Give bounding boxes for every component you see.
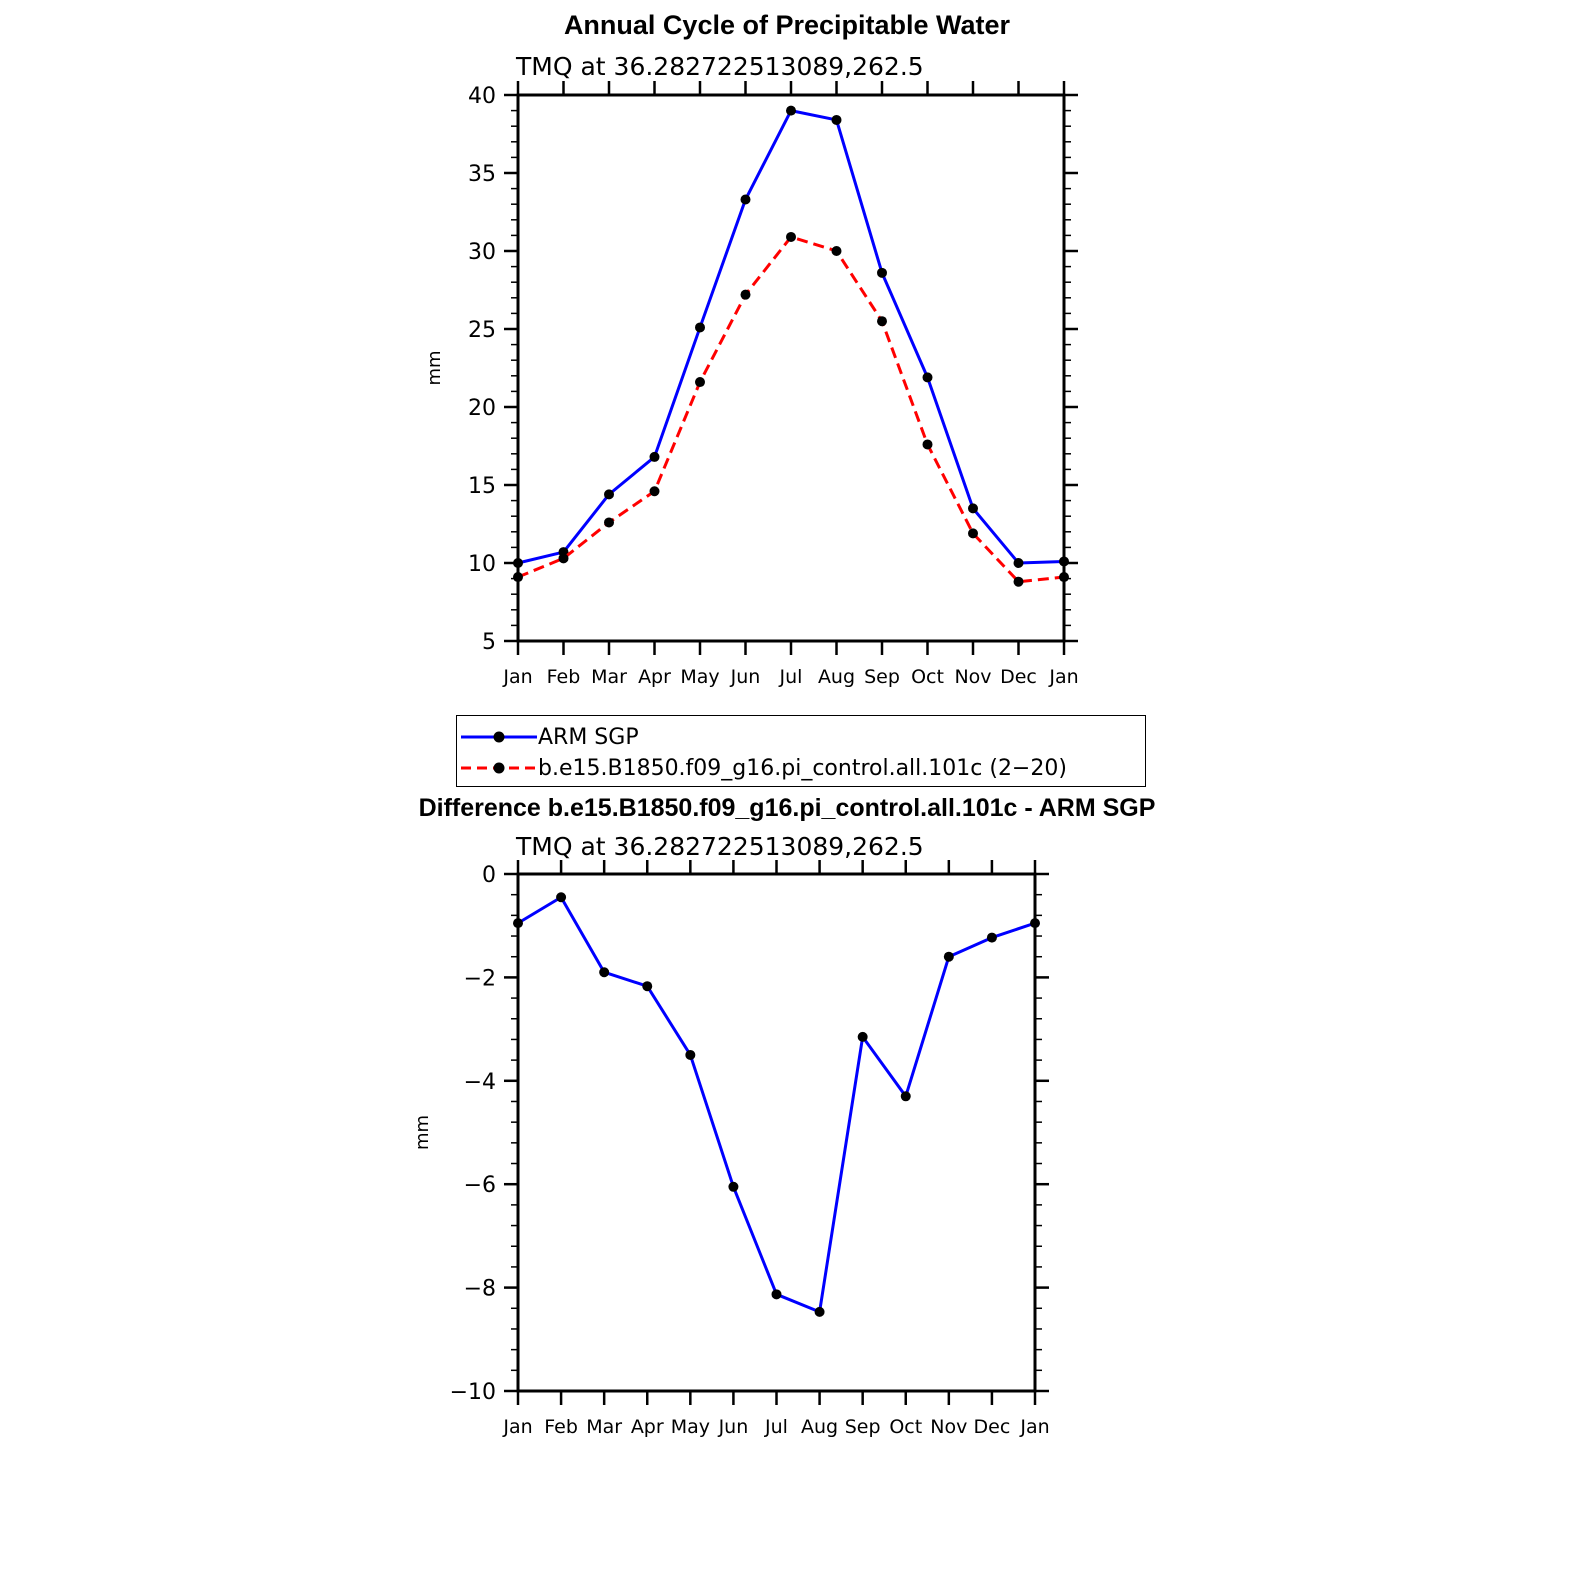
data-point [1059,556,1069,567]
x-tick-label: Dec [1000,666,1037,688]
y-tick-label: 40 [468,84,496,109]
x-tick-label: Dec [974,1416,1011,1438]
series-line-0 [517,895,1036,1314]
data-point [814,1306,825,1317]
data-point [922,372,933,383]
x-tick-label: Jun [730,666,761,688]
y-axis-label: mm [412,1115,433,1150]
chart2-subtitle: TMQ at 36.282722513089,262.5 [516,832,924,861]
data-point [771,1289,782,1300]
data-point [513,572,523,583]
data-point [604,489,614,500]
data-point [900,1091,911,1102]
x-tick-label: Feb [547,666,581,688]
y-tick-label: 10 [468,552,496,577]
data-point [604,517,614,528]
y-tick-label: 25 [468,318,496,343]
data-point [1059,572,1069,583]
data-point [599,967,610,978]
x-tick-label: Jan [502,666,532,688]
data-point [513,918,523,929]
chart1-subtitle: TMQ at 36.282722513089,262.5 [516,52,924,81]
legend-label-model: b.e15.B1850.f09_g16.pi_control.all.101c … [538,755,1067,781]
x-tick-label: Jul [764,1416,788,1438]
legend-swatch-model [461,762,537,774]
x-tick-label: May [680,666,719,688]
data-point [968,528,978,539]
data-point [786,231,796,242]
y-tick-label: 35 [468,162,496,187]
y-tick-label: 0 [482,863,496,888]
data-point [685,1049,696,1060]
x-tick-label: Apr [638,666,671,688]
x-tick-label: Mar [586,1416,622,1438]
data-point [642,981,653,992]
x-tick-label: Nov [954,666,991,688]
x-tick-label: Jan [1048,666,1078,688]
data-point [877,267,887,278]
y-tick-label: −2 [464,966,496,991]
data-point [558,553,569,564]
x-tick-label: Mar [591,666,627,688]
y-tick-label: 30 [468,240,496,265]
y-axis-label: mm [424,350,445,385]
x-tick-label: Sep [864,666,900,688]
chart1-legend: ARM SGP b.e15.B1850.f09_g16.pi_control.a… [456,715,1146,787]
x-tick-label: Oct [911,666,944,688]
legend-label-arm-sgp: ARM SGP [538,724,639,750]
data-point [943,951,954,962]
y-tick-label: 15 [468,474,496,499]
data-point [649,486,660,497]
data-point [1013,558,1024,568]
y-tick-label: 5 [482,630,496,655]
x-tick-label: Aug [818,666,855,688]
data-point [968,503,978,514]
data-point [857,1031,868,1042]
x-tick-label: Nov [930,1416,967,1438]
data-point [831,114,842,125]
x-tick-label: Jan [1019,1416,1049,1438]
y-tick-label: 20 [468,396,496,421]
chart1-plot: Jan Feb Mar Apr May Jun Jul Aug Sep Oct Nov Dec Jan 5… [424,81,1079,688]
data-point [1013,576,1024,587]
data-point [786,105,796,116]
data-point [740,289,751,300]
x-tick-label: Oct [889,1416,922,1438]
data-point [649,451,660,462]
x-tick-label: May [671,1416,710,1438]
data-point [1030,918,1040,929]
chart2-title: Difference b.e15.B1850.f09_g16.pi_contro… [418,794,1156,822]
data-point [556,892,567,903]
x-tick-label: Apr [631,1416,664,1438]
x-tick-label: Jul [779,666,803,688]
x-tick-label: Jun [718,1416,749,1438]
legend-item-model: b.e15.B1850.f09_g16.pi_control.all.101c … [457,752,1067,784]
x-tick-label: Feb [544,1416,578,1438]
y-tick-label: −10 [450,1380,496,1405]
data-point [695,322,705,333]
x-tick-label: Jan [502,1416,532,1438]
data-point [740,194,751,205]
data-point [513,558,523,568]
data-point [831,246,842,256]
chart1-title: Annual Cycle of Precipitable Water [563,10,1011,40]
x-tick-label: Sep [845,1416,881,1438]
data-point [922,439,933,450]
y-tick-label: −8 [464,1277,496,1302]
y-tick-label: −4 [464,1070,496,1095]
data-point [728,1181,739,1192]
legend-item-arm-sgp: ARM SGP [457,721,639,753]
data-point [986,932,997,943]
data-point [877,316,887,327]
data-point [695,377,705,388]
x-tick-label: Aug [801,1416,838,1438]
y-tick-label: −6 [464,1173,496,1198]
legend-swatch-arm-sgp [461,731,537,743]
